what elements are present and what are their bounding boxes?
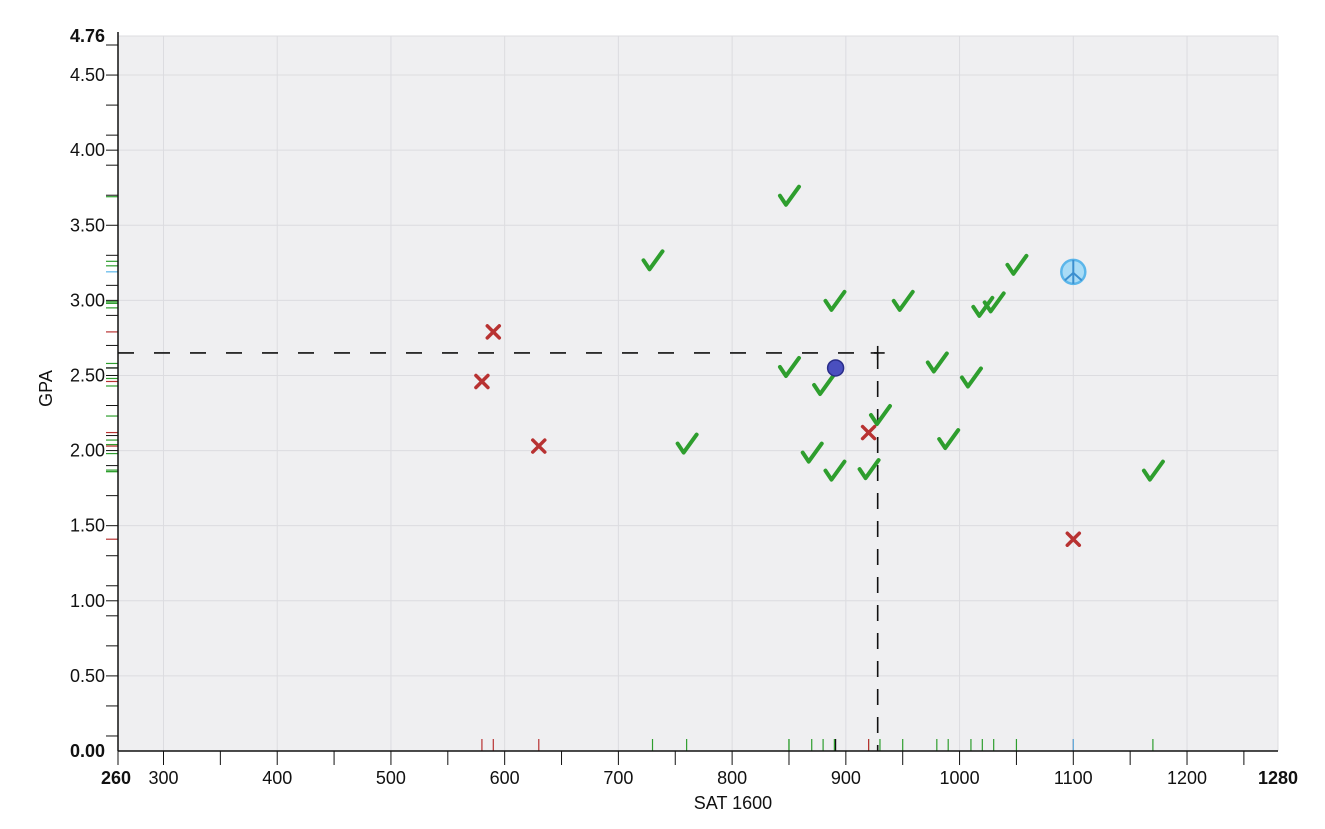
peace-arm-right — [1072, 272, 1083, 282]
x-tick-label: 1100 — [1054, 768, 1093, 788]
peace-arm-left — [1064, 272, 1074, 282]
check-point — [812, 373, 836, 396]
x-tick-label: 600 — [490, 768, 520, 788]
y-end-label-max: 4.76 — [70, 26, 105, 46]
x-end-label-min: 260 — [101, 768, 131, 788]
cross-point — [860, 424, 877, 441]
y-axis-label: GPA — [36, 370, 56, 407]
you-point — [826, 359, 845, 377]
check-point — [857, 458, 881, 481]
y-tick-label: 1.00 — [70, 591, 105, 611]
check-point — [641, 249, 665, 272]
x-tick-label: 1200 — [1167, 768, 1207, 788]
check-point — [937, 428, 961, 451]
y-tick-label: 0.50 — [70, 666, 105, 686]
check-point — [925, 351, 949, 374]
check-point — [1141, 459, 1165, 482]
cross-point — [485, 324, 502, 340]
y-tick-label: 3.00 — [70, 290, 105, 310]
x-axis-label: SAT 1600 — [694, 793, 772, 813]
check-point — [959, 366, 983, 389]
plot-area — [118, 36, 1278, 751]
y-end-label-min: 0.00 — [70, 741, 105, 761]
y-tick-label: 2.00 — [70, 441, 105, 461]
x-tick-label: 400 — [262, 768, 292, 788]
rug-ticks — [106, 196, 1154, 751]
x-tick-label: 500 — [376, 768, 406, 788]
cross-point — [474, 373, 490, 390]
check-point — [777, 355, 801, 378]
check-point — [675, 432, 699, 455]
x-end-label-max: 1280 — [1258, 768, 1298, 788]
y-tick-label: 3.50 — [70, 215, 105, 235]
crosshair — [118, 345, 885, 751]
x-tick-label: 300 — [148, 768, 178, 788]
y-tick-label: 4.00 — [70, 140, 105, 160]
cross-point — [1065, 531, 1082, 547]
x-tick-label: 800 — [717, 768, 747, 788]
x-tick-label: 900 — [831, 768, 861, 788]
y-tick-label: 1.50 — [70, 516, 105, 536]
x-tick-label: 700 — [603, 768, 633, 788]
grid-lines — [118, 35, 1279, 751]
axes: 300 400 500 600 700 800 900 1000 1100 1200 260 1280… — [70, 26, 1298, 788]
peace-point — [1060, 258, 1087, 286]
y-tick-label: 4.50 — [70, 65, 105, 85]
x-tick-label: 1000 — [940, 768, 980, 788]
y-tick-label: 2.50 — [70, 365, 105, 385]
check-point — [800, 441, 824, 464]
cross-point — [531, 438, 547, 454]
check-point — [823, 459, 847, 482]
check-point — [1005, 253, 1029, 276]
check-point — [777, 184, 801, 207]
check-point — [891, 289, 915, 312]
check-point — [823, 289, 847, 312]
check-point — [982, 291, 1006, 314]
data-points — [474, 184, 1165, 547]
check-point — [868, 404, 892, 427]
